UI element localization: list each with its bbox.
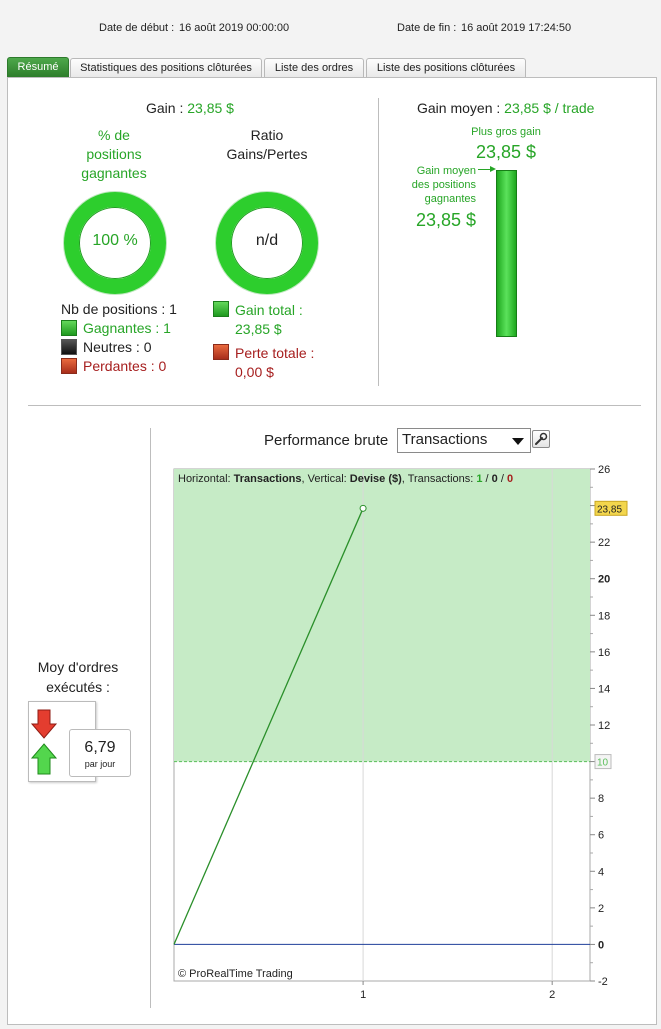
- end-date-label: Date de fin :: [397, 22, 457, 34]
- orders-per-day-unit: par jour: [84, 759, 116, 769]
- neutral-count: Neutres : 0: [83, 339, 152, 355]
- chart-divider: [150, 428, 151, 1008]
- tab-orders-list[interactable]: Liste des ordres: [264, 58, 364, 77]
- gain-label: Gain :: [146, 100, 184, 116]
- performance-points: [359, 504, 367, 512]
- performance-mode-select[interactable]: Transactions: [397, 428, 531, 453]
- chevron-down-icon: [512, 438, 524, 445]
- threshold-value-tag: 10: [594, 754, 612, 770]
- y-tick-label: 22: [598, 537, 610, 549]
- threshold-value-label: 10: [597, 758, 609, 769]
- y-tick-label: 12: [598, 720, 610, 732]
- biggest-gain-value: 23,85 $: [475, 142, 537, 162]
- neutral-swatch-icon: [61, 339, 77, 355]
- chart-legend: Horizontal: Transactions, Vertical: Devi…: [178, 473, 513, 485]
- tab-bar: Résumé Statistiques des positions clôtur…: [0, 56, 661, 78]
- gain-line: Gain : 23,85 $: [146, 100, 234, 116]
- performance-line: [173, 508, 364, 945]
- end-date-value: 16 août 2019 17:24:50: [461, 22, 572, 34]
- report-header: Date de début : 16 août 2019 00:00:00 Da…: [0, 0, 661, 56]
- chart-grid: [362, 469, 553, 981]
- y-tick-label: -2: [598, 976, 608, 988]
- y-axis: -2 0 2 4 6 8 12 14 16 18 20 22 26: [590, 464, 610, 988]
- tab-resume[interactable]: Résumé: [7, 57, 69, 77]
- orders-value-box: 6,79 par jour: [69, 729, 131, 777]
- tab-closed-positions-stats[interactable]: Statistiques des positions clôturées: [70, 58, 262, 77]
- total-gain: Gain total : 23,85 $: [235, 302, 303, 337]
- y-tick-label: 2: [598, 903, 604, 915]
- data-point: [359, 504, 367, 512]
- winning-pct-title: % de positions gagnantes: [81, 127, 147, 181]
- winners-swatch-icon: [61, 320, 77, 336]
- ratio-title: Ratio Gains/Pertes: [226, 127, 308, 162]
- orders-per-day-value: 6,79: [84, 739, 116, 756]
- arrow-right-icon: [490, 166, 496, 172]
- ratio-value: n/d: [255, 232, 279, 249]
- positions-count: Nb de positions : 1: [61, 301, 177, 317]
- winning-pct-donut: 100 %: [64, 192, 166, 294]
- gain-bar: [496, 170, 517, 337]
- average-gain-value: 23,85 $ / trade: [504, 100, 595, 116]
- ratio-donut: n/d: [216, 192, 318, 294]
- settings-wrench-button[interactable]: [532, 430, 550, 448]
- tab-closed-positions-list[interactable]: Liste des positions clôturées: [366, 58, 526, 77]
- y-tick-label: 6: [598, 830, 604, 842]
- y-tick-label: 0: [598, 939, 604, 951]
- y-tick-label: 14: [598, 683, 610, 695]
- start-date-label: Date de début :: [99, 22, 175, 34]
- total-loss-swatch-icon: [213, 344, 229, 360]
- y-tick-label: 8: [598, 793, 604, 805]
- orders-title: Moy d'ordres exécutés :: [37, 659, 119, 695]
- current-value-label: 23,85: [597, 504, 622, 515]
- average-win-value: 23,85 $: [415, 210, 476, 230]
- performance-mode-value: Transactions: [402, 431, 488, 448]
- y-tick-label: 4: [598, 866, 604, 878]
- average-gain-line: Gain moyen : 23,85 $ / trade: [417, 100, 594, 116]
- y-tick-label: 18: [598, 610, 610, 622]
- average-win-arrow: [478, 169, 494, 170]
- summary-panel: Gain : 23,85 $ % de positions gagnantes …: [7, 77, 657, 1025]
- y-tick-label: 26: [598, 464, 610, 476]
- x-tick-label: 2: [549, 989, 555, 1001]
- section-divider: [28, 405, 641, 406]
- losers-count: Perdantes : 0: [83, 358, 167, 374]
- y-tick-label: 16: [598, 647, 610, 659]
- performance-title: Performance brute: [264, 432, 389, 449]
- biggest-gain-label: Plus gros gain: [471, 126, 541, 138]
- winning-pct-value: 100 %: [92, 232, 138, 249]
- current-value-tag: 23,85: [594, 500, 628, 516]
- y-tick-label: 20: [598, 574, 610, 586]
- losers-swatch-icon: [61, 358, 77, 374]
- start-date-value: 16 août 2019 00:00:00: [179, 22, 290, 34]
- wrench-icon: [535, 432, 548, 445]
- copyright-text: © ProRealTime Trading: [178, 968, 293, 980]
- above-threshold-region: [174, 469, 590, 762]
- column-divider: [378, 98, 379, 386]
- gain-value: 23,85 $: [187, 100, 234, 116]
- average-win-label: Gain moyen des positions gagnantes: [411, 165, 476, 205]
- total-loss: Perte totale : 0,00 $: [235, 345, 315, 380]
- winners-count: Gagnantes : 1: [83, 320, 171, 336]
- total-gain-swatch-icon: [213, 301, 229, 317]
- x-tick-label: 1: [360, 989, 366, 1001]
- average-gain-label: Gain moyen :: [417, 100, 501, 116]
- buy-sell-arrows-icon: [30, 709, 58, 775]
